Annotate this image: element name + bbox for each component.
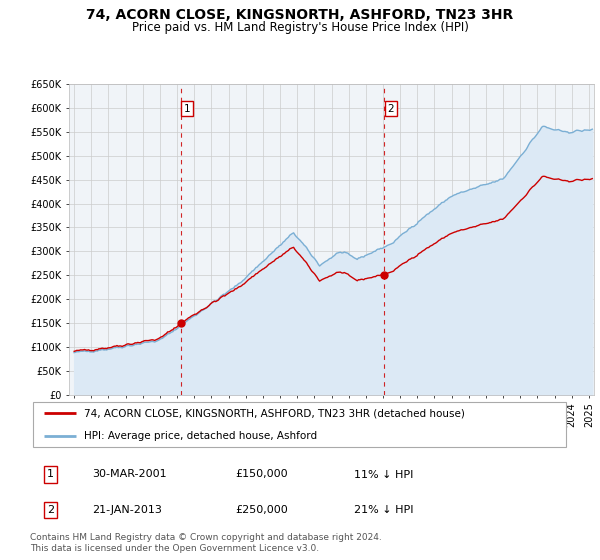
Text: 30-MAR-2001: 30-MAR-2001 <box>92 469 167 479</box>
Text: Contains HM Land Registry data © Crown copyright and database right 2024.
This d: Contains HM Land Registry data © Crown c… <box>30 533 382 553</box>
Text: 74, ACORN CLOSE, KINGSNORTH, ASHFORD, TN23 3HR (detached house): 74, ACORN CLOSE, KINGSNORTH, ASHFORD, TN… <box>84 408 465 418</box>
Text: 2: 2 <box>388 104 394 114</box>
Text: 1: 1 <box>184 104 191 114</box>
Text: 11% ↓ HPI: 11% ↓ HPI <box>354 469 413 479</box>
Text: 21-JAN-2013: 21-JAN-2013 <box>92 505 162 515</box>
Text: 2: 2 <box>47 505 54 515</box>
Text: £250,000: £250,000 <box>235 505 288 515</box>
Text: 74, ACORN CLOSE, KINGSNORTH, ASHFORD, TN23 3HR: 74, ACORN CLOSE, KINGSNORTH, ASHFORD, TN… <box>86 8 514 22</box>
Text: 1: 1 <box>47 469 54 479</box>
Text: £150,000: £150,000 <box>235 469 288 479</box>
Text: Price paid vs. HM Land Registry's House Price Index (HPI): Price paid vs. HM Land Registry's House … <box>131 21 469 34</box>
Text: 21% ↓ HPI: 21% ↓ HPI <box>354 505 413 515</box>
FancyBboxPatch shape <box>33 402 566 447</box>
Text: HPI: Average price, detached house, Ashford: HPI: Average price, detached house, Ashf… <box>84 431 317 441</box>
